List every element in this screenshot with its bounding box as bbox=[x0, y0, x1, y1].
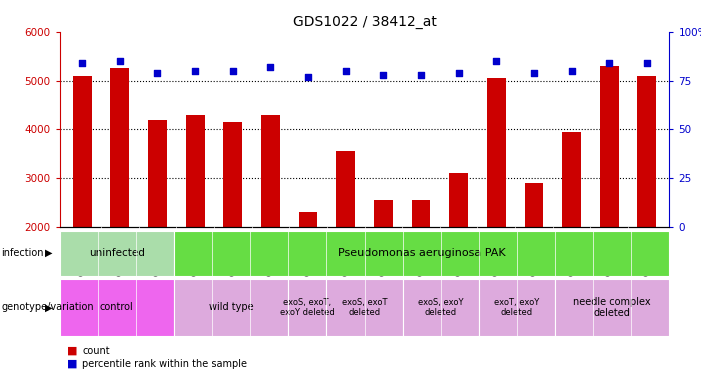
Bar bbox=[402, 279, 479, 336]
Point bbox=[227, 68, 238, 74]
Text: GSM24786: GSM24786 bbox=[379, 231, 388, 276]
Text: genotype/variation: genotype/variation bbox=[1, 303, 94, 312]
Point bbox=[152, 70, 163, 76]
Bar bbox=[60, 231, 174, 276]
Bar bbox=[411, 200, 430, 227]
Text: Pseudomonas aeruginosa PAK: Pseudomonas aeruginosa PAK bbox=[338, 248, 505, 258]
Text: GSM24788: GSM24788 bbox=[454, 231, 463, 276]
Text: infection: infection bbox=[1, 248, 44, 258]
Text: percentile rank within the sample: percentile rank within the sample bbox=[82, 359, 247, 369]
Bar bbox=[174, 231, 669, 276]
Text: ■: ■ bbox=[67, 346, 77, 355]
Text: ▶: ▶ bbox=[45, 248, 53, 258]
Bar bbox=[111, 68, 129, 227]
Point bbox=[641, 60, 653, 66]
Bar bbox=[327, 279, 402, 336]
Bar bbox=[637, 76, 656, 227]
Text: GSM24745: GSM24745 bbox=[266, 231, 275, 276]
Point bbox=[265, 64, 276, 70]
Bar bbox=[555, 279, 669, 336]
Point bbox=[491, 58, 502, 64]
Bar bbox=[73, 76, 92, 227]
Text: ▶: ▶ bbox=[45, 303, 53, 312]
Bar bbox=[487, 78, 505, 227]
Text: exoT, exoY
deleted: exoT, exoY deleted bbox=[494, 298, 540, 317]
Point bbox=[566, 68, 577, 74]
Text: exoS, exoT,
exoY deleted: exoS, exoT, exoY deleted bbox=[280, 298, 334, 317]
Bar bbox=[224, 122, 242, 227]
Bar bbox=[562, 132, 581, 227]
Bar bbox=[524, 183, 543, 227]
Point bbox=[529, 70, 540, 76]
Text: GSM24740: GSM24740 bbox=[78, 231, 87, 276]
Point bbox=[76, 60, 88, 66]
Text: GSM24784: GSM24784 bbox=[304, 231, 313, 276]
Text: GSM24789: GSM24789 bbox=[492, 231, 501, 276]
Bar bbox=[174, 279, 288, 336]
Text: needle complex
deleted: needle complex deleted bbox=[573, 297, 651, 318]
Text: ■: ■ bbox=[67, 359, 77, 369]
Text: GSM24743: GSM24743 bbox=[191, 231, 200, 276]
Text: GSM24741: GSM24741 bbox=[116, 231, 124, 276]
Text: GSM24792: GSM24792 bbox=[605, 231, 613, 276]
Text: GSM24787: GSM24787 bbox=[416, 231, 426, 276]
Text: GSM24790: GSM24790 bbox=[529, 231, 538, 276]
Point bbox=[114, 58, 125, 64]
Point bbox=[189, 68, 200, 74]
Bar bbox=[299, 212, 318, 227]
Text: count: count bbox=[82, 346, 109, 355]
Text: exoS, exoY
deleted: exoS, exoY deleted bbox=[418, 298, 463, 317]
Bar bbox=[600, 66, 618, 227]
Bar bbox=[449, 173, 468, 227]
Text: GSM24793: GSM24793 bbox=[642, 231, 651, 276]
Point bbox=[453, 70, 464, 76]
Point bbox=[302, 74, 313, 80]
Point bbox=[416, 72, 427, 78]
Bar bbox=[148, 120, 167, 227]
Text: control: control bbox=[100, 303, 134, 312]
Text: uninfected: uninfected bbox=[89, 248, 144, 258]
Bar bbox=[374, 200, 393, 227]
Text: wild type: wild type bbox=[209, 303, 254, 312]
Bar bbox=[288, 279, 327, 336]
Point bbox=[340, 68, 351, 74]
Text: GSM24744: GSM24744 bbox=[229, 231, 237, 276]
Bar bbox=[186, 115, 205, 227]
Bar bbox=[336, 151, 355, 227]
Point bbox=[378, 72, 389, 78]
Text: GSM24742: GSM24742 bbox=[153, 231, 162, 276]
Bar bbox=[479, 279, 555, 336]
Bar bbox=[261, 115, 280, 227]
Title: GDS1022 / 38412_at: GDS1022 / 38412_at bbox=[292, 15, 437, 30]
Text: exoS, exoT
deleted: exoS, exoT deleted bbox=[342, 298, 387, 317]
Point bbox=[604, 60, 615, 66]
Text: GSM24785: GSM24785 bbox=[341, 231, 350, 276]
Text: GSM24791: GSM24791 bbox=[567, 231, 576, 276]
Bar bbox=[60, 279, 174, 336]
